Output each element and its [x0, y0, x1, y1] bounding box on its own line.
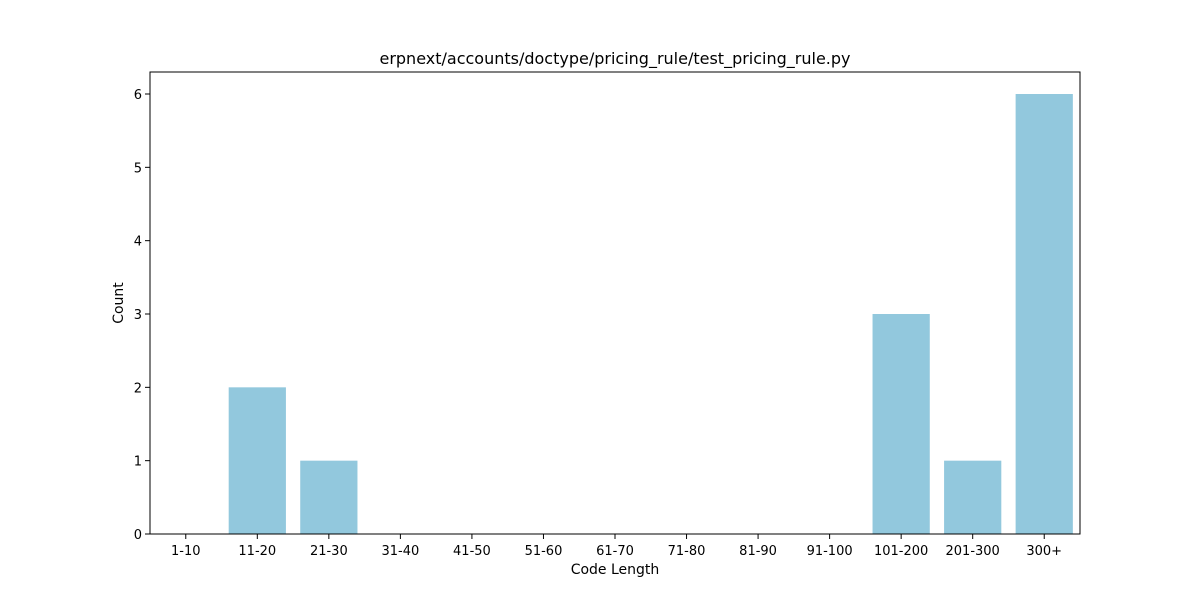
bar-101-200: [872, 314, 930, 534]
bars-group: [228, 94, 1073, 534]
x-axis-label: Code Length: [571, 562, 660, 578]
y-tick-label: 0: [134, 528, 142, 543]
x-tick-label: 81-90: [739, 544, 777, 559]
bar-21-30: [300, 460, 358, 534]
x-tick-label: 11-20: [238, 544, 276, 559]
x-tick-label: 91-100: [807, 544, 853, 559]
y-tick-label: 4: [134, 235, 142, 250]
x-tick-label: 61-70: [596, 544, 634, 559]
x-tick-label: 300+: [1026, 544, 1062, 559]
x-axis: 1-10 11-20 21-30 31-40 41-50 51-60 61-70 71-80 8…: [171, 534, 1062, 559]
bar-201-300: [944, 460, 1002, 534]
y-tick-label: 5: [134, 161, 142, 176]
x-tick-label: 51-60: [525, 544, 563, 559]
y-tick-label: 1: [134, 455, 142, 470]
x-tick-label: 1-10: [171, 544, 201, 559]
chart-title: erpnext/accounts/doctype/pricing_rule/te…: [379, 49, 850, 69]
x-tick-label: 41-50: [453, 544, 491, 559]
bar-300+: [1015, 94, 1073, 534]
x-tick-label: 21-30: [310, 544, 348, 559]
x-tick-label: 101-200: [874, 544, 928, 559]
bar-11-20: [228, 387, 286, 534]
x-tick-label: 71-80: [668, 544, 706, 559]
plot-frame: [149, 71, 1081, 535]
y-axis: 0 1 2 3 4 5 6: [134, 88, 150, 543]
y-tick-label: 3: [134, 308, 142, 323]
y-tick-label: 6: [134, 88, 142, 103]
y-axis-label: Count: [111, 282, 127, 324]
x-tick-label: 31-40: [381, 544, 419, 559]
x-tick-label: 201-300: [946, 544, 1000, 559]
y-tick-label: 2: [134, 381, 142, 396]
